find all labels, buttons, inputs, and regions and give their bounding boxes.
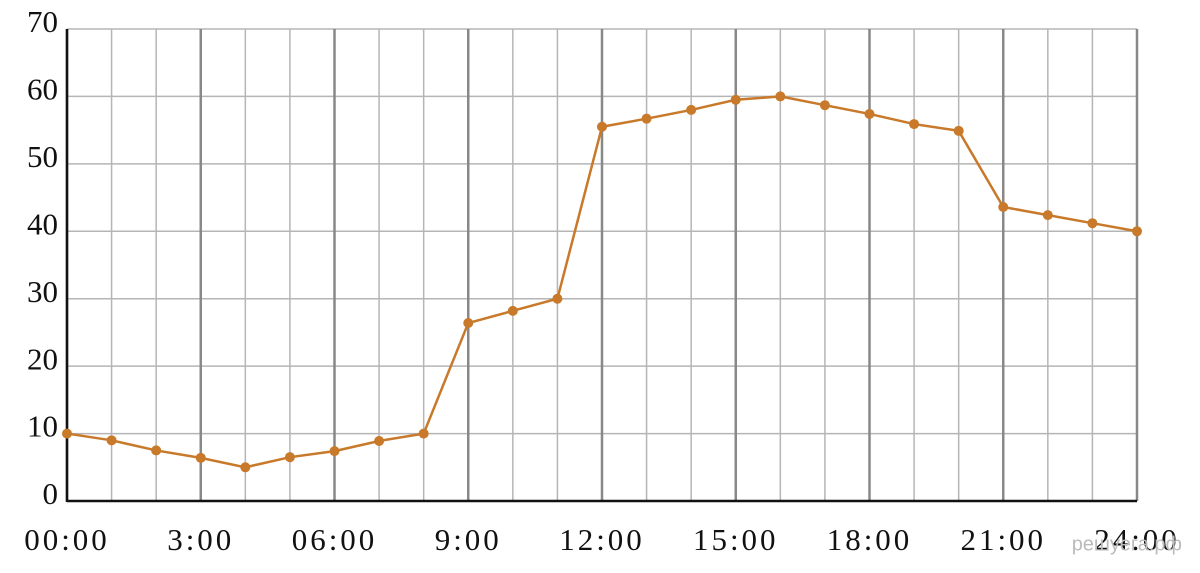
data-point (1042, 210, 1053, 221)
x-tick-label: 15:00 (693, 522, 779, 557)
data-point (998, 202, 1009, 213)
x-tick-label: 3:00 (167, 522, 234, 557)
data-point (909, 119, 920, 130)
data-point (240, 462, 251, 473)
data-point (151, 445, 162, 456)
y-tick-label: 50 (27, 139, 58, 174)
grid (65, 28, 1139, 502)
data-point (284, 452, 295, 463)
data-point (730, 94, 741, 105)
data-point (1087, 218, 1098, 229)
data-point (953, 125, 964, 136)
data-point (641, 113, 652, 124)
data-point (507, 305, 518, 316)
x-tick-label: 00:00 (24, 522, 110, 557)
x-tick-label: 18:00 (827, 522, 913, 557)
y-tick-label: 20 (27, 341, 58, 376)
data-point (686, 104, 697, 115)
x-tick-label: 21:00 (960, 522, 1046, 557)
data-point (195, 452, 206, 463)
data-point (552, 293, 563, 304)
data-point (329, 446, 340, 457)
data-point (775, 91, 786, 102)
data-point (1132, 226, 1142, 237)
data-point (106, 435, 117, 446)
data-point (62, 428, 72, 439)
data-point (463, 317, 474, 328)
x-tick-label: 06:00 (292, 522, 378, 557)
y-tick-label: 10 (27, 409, 58, 444)
y-tick-label: 0 (43, 476, 59, 511)
data-point (819, 100, 830, 111)
y-tick-label: 40 (27, 206, 58, 241)
y-tick-label: 60 (27, 72, 58, 107)
watermark: решуега.рф (1072, 533, 1182, 555)
x-tick-label: 9:00 (435, 522, 502, 557)
x-tick-label: 12:00 (559, 522, 645, 557)
data-point (864, 108, 875, 119)
data-point (418, 428, 429, 439)
y-tick-label: 30 (27, 274, 58, 309)
y-tick-label: 70 (27, 4, 58, 39)
data-point (597, 121, 607, 132)
x-tick-label: 24:00 (1094, 522, 1180, 557)
data-point (374, 435, 385, 446)
